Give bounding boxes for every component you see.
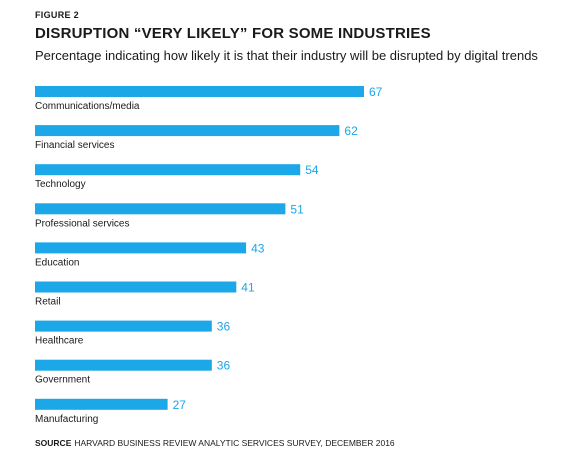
bar-government	[35, 359, 212, 371]
category-label-government: Government	[35, 375, 90, 386]
chart-title: DISRUPTION “VERY LIKELY” FOR SOME INDUST…	[35, 25, 431, 42]
category-label-professional-services: Professional services	[35, 218, 129, 229]
category-label-retail: Retail	[35, 297, 61, 308]
category-label-manufacturing: Manufacturing	[35, 414, 98, 425]
source-label: SOURCE	[35, 438, 72, 448]
category-label-financial-services: Financial services	[35, 140, 114, 151]
value-label-healthcare: 36	[217, 320, 231, 334]
value-label-education: 43	[251, 241, 265, 255]
value-label-manufacturing: 27	[173, 398, 187, 412]
category-label-healthcare: Healthcare	[35, 336, 84, 347]
value-label-government: 36	[217, 359, 231, 373]
bar-manufacturing	[35, 398, 168, 410]
figure-label: FIGURE 2	[35, 10, 79, 20]
bar-retail	[35, 281, 237, 293]
category-label-communications-media: Communications/media	[35, 101, 140, 112]
bar-financial-services	[35, 125, 340, 137]
bar-education	[35, 242, 247, 254]
bar-communications-media	[35, 86, 364, 97]
source-text: HARVARD BUSINESS REVIEW ANALYTIC SERVICE…	[74, 438, 395, 448]
value-label-professional-services: 51	[290, 202, 304, 216]
value-label-communications-media: 67	[369, 85, 383, 99]
chart-subtitle: Percentage indicating how likely it is t…	[35, 48, 538, 63]
bar-professional-services	[35, 203, 286, 215]
category-label-technology: Technology	[35, 179, 86, 190]
value-label-financial-services: 62	[344, 124, 358, 138]
source-note: SOURCE HARVARD BUSINESS REVIEW ANALYTIC S…	[35, 438, 395, 448]
category-label-education: Education	[35, 257, 79, 268]
bar-healthcare	[35, 320, 212, 332]
value-label-retail: 41	[241, 281, 255, 295]
bar-technology	[35, 164, 301, 176]
value-label-technology: 54	[305, 163, 319, 177]
